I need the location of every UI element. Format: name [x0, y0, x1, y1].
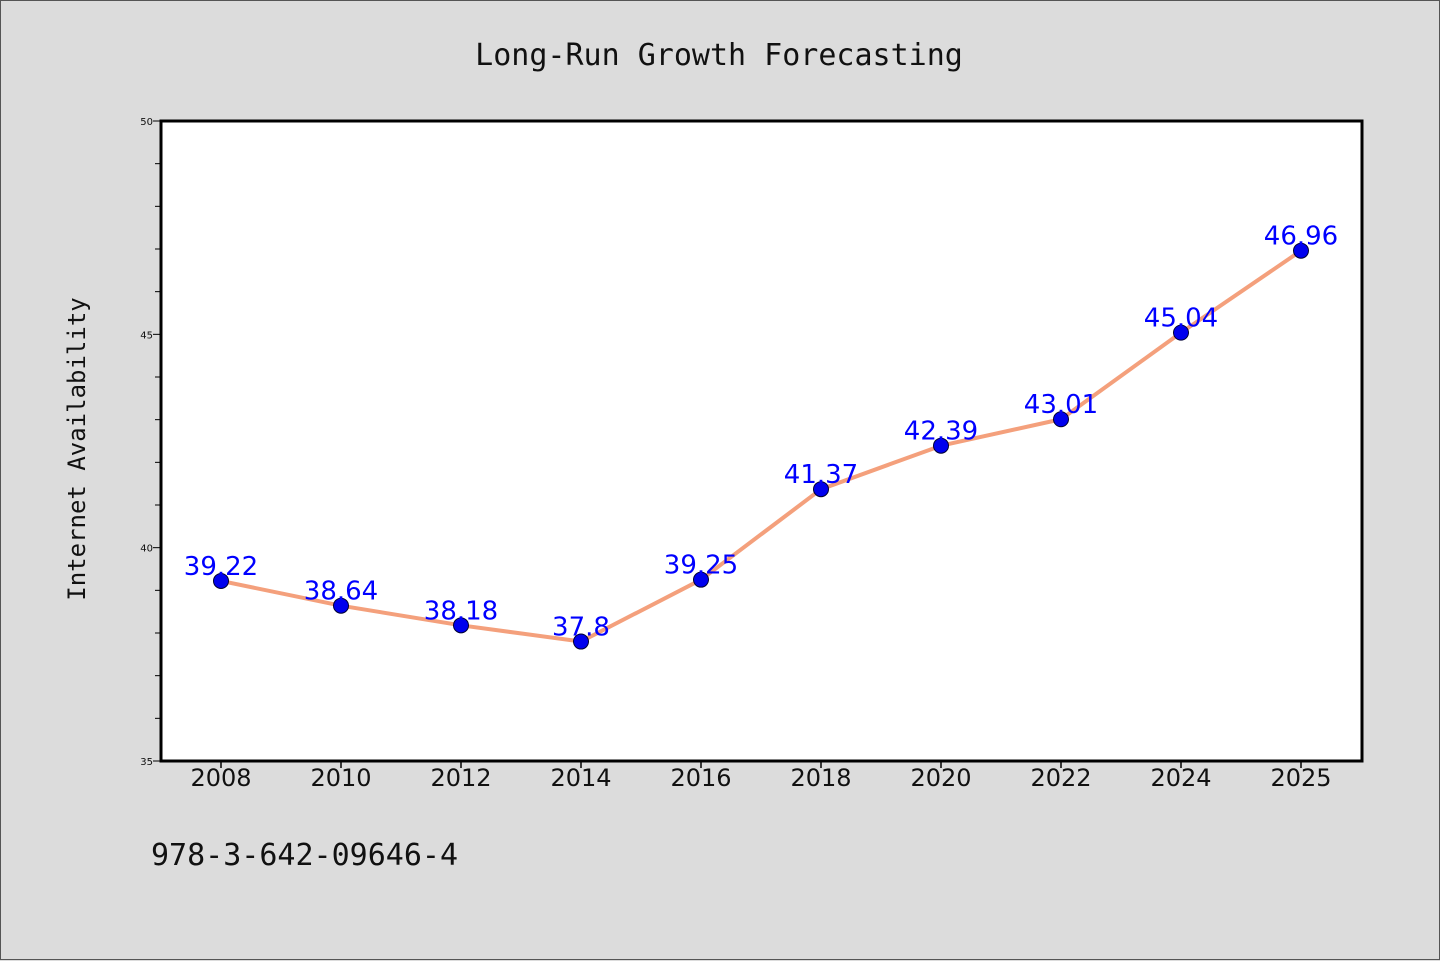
- x-tick-label: 2016: [670, 764, 731, 792]
- x-tick-label: 2018: [790, 764, 851, 792]
- x-tick-label: 2012: [430, 764, 491, 792]
- y-tick-label: 50: [140, 117, 153, 128]
- data-label: 39.22: [184, 552, 258, 582]
- data-point: [693, 571, 709, 588]
- data-point: [1053, 411, 1069, 428]
- y-axis-ticks: 35 40 45 50: [140, 117, 161, 768]
- data-point: [213, 572, 229, 589]
- y-tick-label: 45: [140, 330, 153, 341]
- series-line: [219, 248, 1303, 644]
- data-point: [453, 617, 469, 634]
- data-label: 45.04: [1144, 304, 1218, 334]
- x-tick-label: 2020: [910, 764, 971, 792]
- data-label: 38.64: [304, 577, 378, 607]
- x-tick-label: 2025: [1270, 764, 1331, 792]
- chart-title: Long-Run Growth Forecasting: [475, 38, 963, 73]
- data-label: 42.39: [904, 417, 978, 447]
- data-point: [333, 597, 349, 614]
- x-tick-label: 2010: [310, 764, 371, 792]
- y-tick-label: 40: [140, 544, 153, 555]
- data-label: 39.25: [664, 551, 738, 581]
- series-group: 39.22 38.64 38.18 37.8 39.25 41.37 42.39 43.01 4…: [184, 222, 1338, 650]
- data-label: 46.96: [1264, 222, 1338, 252]
- data-point: [1173, 324, 1189, 341]
- plot-area: [159, 119, 1364, 763]
- x-tick-label: 2008: [190, 764, 251, 792]
- data-label: 38.18: [424, 596, 498, 626]
- data-point: [573, 633, 589, 650]
- x-tick-label: 2024: [1150, 764, 1211, 792]
- data-point: [813, 481, 829, 498]
- data-label: 41.37: [784, 460, 858, 490]
- x-tick-label: 2014: [550, 764, 611, 792]
- x-axis-ticks: 2008 2010 2012 2014 2016 2018 2020 2022 2024 2025: [190, 761, 1332, 792]
- data-point: [1293, 242, 1309, 259]
- data-point: [933, 437, 949, 454]
- y-axis-label: Internet Availability: [63, 297, 91, 600]
- data-label: 37.8: [552, 613, 610, 643]
- isbn-footer: 978-3-642-09646-4: [151, 838, 458, 873]
- x-tick-label: 2022: [1030, 764, 1091, 792]
- data-label: 43.01: [1024, 390, 1098, 420]
- y-tick-label: 35: [140, 757, 153, 768]
